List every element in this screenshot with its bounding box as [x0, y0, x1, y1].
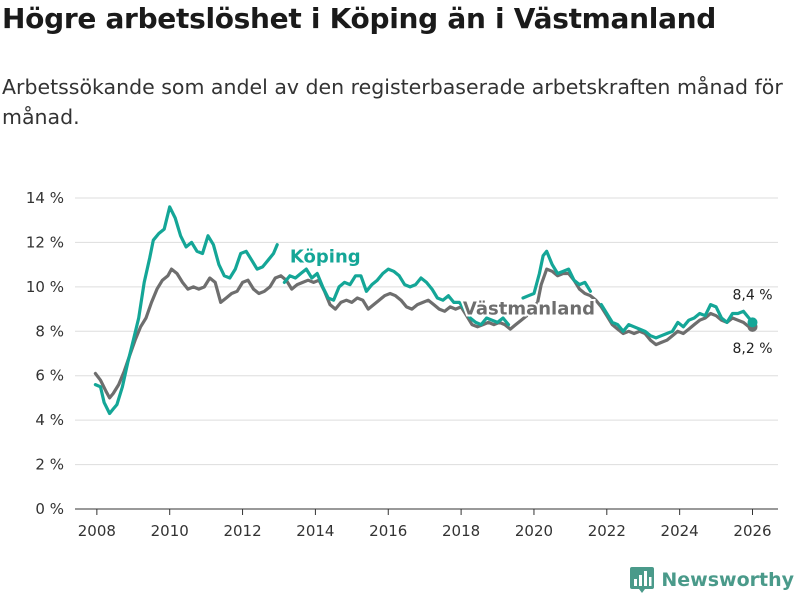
- grid-lines: [75, 197, 778, 510]
- y-tick-label: 8 %: [35, 322, 64, 340]
- y-tick-label: 2 %: [35, 456, 64, 474]
- series-line-vastmanland: [93, 267, 755, 400]
- y-tick-label: 4 %: [35, 411, 64, 429]
- brand-name: Newsworthy: [661, 569, 794, 591]
- x-tick-label: 2022: [588, 522, 626, 540]
- x-tick-label: 2018: [442, 522, 480, 540]
- series-lines: [93, 205, 758, 416]
- x-tick-label: 2020: [515, 522, 553, 540]
- chart-subtitle: Arbetssökande som andel av den registerb…: [2, 75, 783, 129]
- series-label-vastmanland: Västmanland: [463, 299, 595, 320]
- y-tick-label: 14 %: [26, 189, 64, 207]
- end-point-marker: [747, 317, 758, 328]
- bar-chart-logo-icon: [630, 567, 655, 593]
- x-tick-label: 2026: [733, 522, 771, 540]
- y-tick-label: 10 %: [26, 278, 64, 296]
- end-value-koping: 8,4 %: [732, 287, 772, 303]
- series-labels: Köping Västmanland 8,4 % 8,2 %: [288, 244, 773, 357]
- series-label-koping: Köping: [290, 246, 361, 267]
- series-line-koping: [93, 205, 755, 416]
- x-tick-label: 2016: [369, 522, 407, 540]
- axes: 0 % 2 % 4 % 6 % 8 % 10 % 12 % 14 % 2008 2010 2012 2…: [26, 189, 778, 540]
- end-value-vastmanland: 8,2 %: [732, 341, 772, 357]
- y-tick-label: 12 %: [26, 233, 64, 251]
- x-tick-label: 2014: [296, 522, 334, 540]
- y-tick-label: 6 %: [35, 367, 64, 385]
- x-tick-label: 2012: [223, 522, 261, 540]
- newsworthy-brand: Newsworthy: [629, 566, 794, 594]
- x-tick-label: 2008: [78, 522, 116, 540]
- x-tick-label: 2024: [661, 522, 699, 540]
- y-tick-label: 0 %: [35, 500, 64, 518]
- x-tick-label: 2010: [151, 522, 189, 540]
- chart-title: Högre arbetslöshet i Köping än i Västman…: [2, 2, 717, 35]
